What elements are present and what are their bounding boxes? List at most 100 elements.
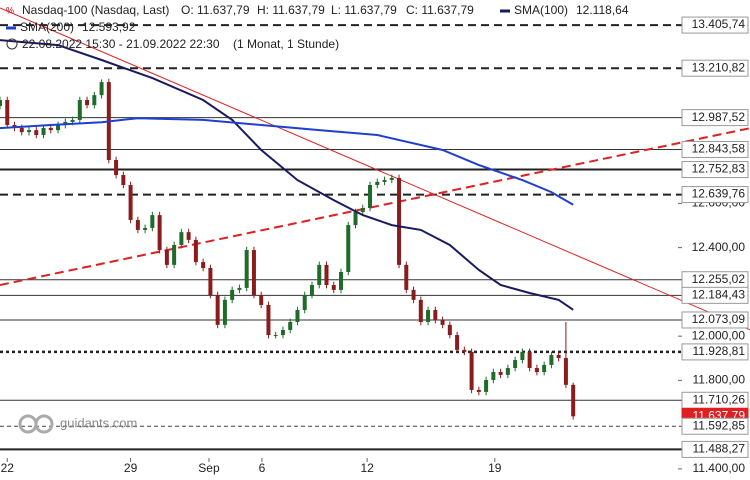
candle-body xyxy=(353,212,358,226)
candle-body xyxy=(251,250,256,295)
sma-line xyxy=(0,39,574,311)
candle-body xyxy=(571,384,576,417)
candle-body xyxy=(222,299,227,325)
candle-body xyxy=(309,285,314,295)
trendline xyxy=(0,127,750,287)
candle-body xyxy=(121,175,126,186)
level-label: 11.710,26 xyxy=(693,392,746,406)
candle-body xyxy=(172,244,177,265)
candle-body xyxy=(498,372,503,375)
watermark: guidants.com xyxy=(18,414,137,434)
candle-body xyxy=(295,310,300,322)
x-tick-label: 19 xyxy=(488,461,502,475)
candle-body xyxy=(92,95,97,106)
quote-high: H: 11.637,79 xyxy=(257,3,325,17)
x-tick-label: Sep xyxy=(198,461,220,475)
candle-body xyxy=(34,130,39,135)
y-tick-label: 11.400,00 xyxy=(693,461,746,475)
y-tick-label: 12.000,00 xyxy=(692,328,746,342)
x-tick-label: 6 xyxy=(259,461,266,475)
candle-body xyxy=(288,321,293,330)
candle-body xyxy=(0,100,2,107)
candle-body xyxy=(397,177,402,265)
instrument-icon: % xyxy=(6,5,14,15)
candle-body xyxy=(520,351,525,361)
legend-value: 12.593,92 xyxy=(82,20,136,34)
candle-body xyxy=(339,271,343,290)
candle-body xyxy=(237,287,242,290)
x-tick-label: 22 xyxy=(1,461,15,475)
candle-body xyxy=(193,239,198,263)
candle-body xyxy=(331,285,336,290)
instrument-name: Nasdaq-100 (Nasdaq, Last) xyxy=(22,3,169,17)
quote-close: C: 11.637,79 xyxy=(406,3,474,17)
candle-body xyxy=(77,100,82,120)
candle-body xyxy=(404,264,409,290)
candle-body xyxy=(157,215,162,251)
candle-body xyxy=(476,389,481,392)
candle-body xyxy=(85,100,90,106)
level-label-box xyxy=(681,186,749,204)
level-label: 12.987,52 xyxy=(692,110,746,124)
candle-body xyxy=(114,160,119,176)
quote-open: O: 11.637,79 xyxy=(181,3,250,17)
candle-body xyxy=(433,310,438,320)
level-label-box xyxy=(681,417,749,435)
candle-body xyxy=(41,127,46,135)
level-label: 11.928,81 xyxy=(693,344,746,358)
candle-body xyxy=(455,335,460,350)
candle-body xyxy=(527,351,532,369)
candle-body xyxy=(556,354,561,359)
level-label-box xyxy=(681,59,749,77)
plot-area xyxy=(0,7,750,451)
candle-body xyxy=(186,232,191,240)
candle-body xyxy=(462,349,467,352)
quote-low: L: 11.637,79 xyxy=(331,3,397,17)
candle-body xyxy=(360,208,365,213)
x-tick-label: 12 xyxy=(360,461,374,475)
trendline xyxy=(0,7,750,331)
candle-body xyxy=(317,264,322,286)
candle-body xyxy=(164,250,169,265)
level-label-box xyxy=(681,161,749,179)
candle-body xyxy=(56,125,61,131)
candle-body xyxy=(179,232,184,245)
level-label-box xyxy=(681,311,749,329)
candle-body xyxy=(389,177,394,180)
level-label: 13.405,74 xyxy=(692,17,746,31)
watermark-text: guidants.com xyxy=(60,415,137,430)
candle-body xyxy=(440,320,445,325)
x-tick-label: 29 xyxy=(124,461,138,475)
candle-body xyxy=(469,351,474,390)
candle-body xyxy=(99,82,104,96)
legend-label: SMA(200) xyxy=(20,20,74,34)
level-label-box xyxy=(681,343,749,361)
candle-body xyxy=(426,310,431,322)
candle-body xyxy=(201,262,206,268)
candle-body xyxy=(542,364,547,373)
header: % Nasdaq-100 (Nasdaq, Last) O: 11.637,79… xyxy=(6,3,474,51)
candle-body xyxy=(513,360,518,369)
candle-body xyxy=(368,185,373,209)
level-label-box xyxy=(681,109,749,127)
candle-body xyxy=(534,368,539,373)
candle-body xyxy=(375,181,380,186)
candle-body xyxy=(208,267,213,295)
candle-body xyxy=(128,185,133,220)
interval: (1 Monat, 1 Stunde) xyxy=(233,37,339,51)
candle-body xyxy=(418,299,423,322)
candle-body xyxy=(150,215,155,228)
level-label: 11.488,27 xyxy=(693,442,746,456)
level-label-box xyxy=(681,440,749,458)
legend-value: 12.118,64 xyxy=(576,3,629,17)
candle-body xyxy=(447,324,452,336)
candle-body xyxy=(5,100,10,126)
level-label: 13.210,82 xyxy=(692,60,746,74)
candle-body xyxy=(266,304,271,336)
candle-body xyxy=(70,119,75,122)
candle-body xyxy=(230,289,235,300)
candle-body xyxy=(273,335,278,337)
candle-body xyxy=(382,179,387,182)
legend-item: SMA(100) 12.118,64 xyxy=(500,3,629,17)
